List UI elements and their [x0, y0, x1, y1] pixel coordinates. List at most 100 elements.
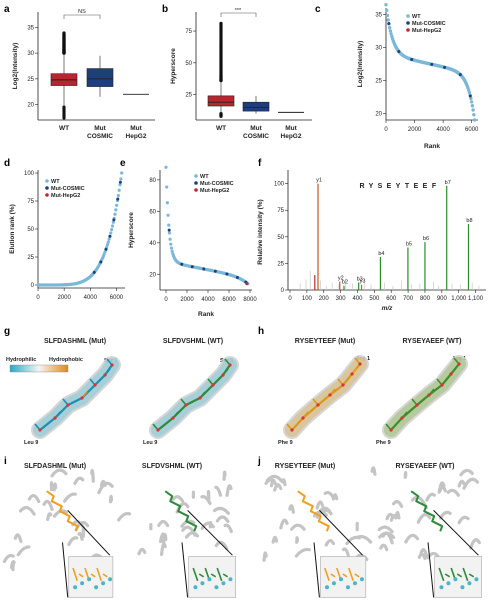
- inset-peptide: [438, 567, 445, 582]
- panel-label-d: d: [4, 158, 10, 169]
- inset-peptide: [90, 573, 96, 578]
- atom: [358, 362, 362, 366]
- panel-label-b: b: [162, 4, 168, 15]
- f-xtick-label: 100: [302, 296, 313, 302]
- protein-cartoon-strand: [262, 551, 268, 562]
- d-data-point-cosmic: [104, 247, 108, 251]
- protein-cartoon-strand: [212, 506, 230, 515]
- e-legend-label: WT: [200, 174, 209, 180]
- protein-cartoon-strand: [370, 466, 377, 476]
- d-ylabel: Elution rank (%): [9, 204, 16, 253]
- c-data-point: [385, 8, 389, 13]
- protein-cartoon-strand: [290, 523, 306, 531]
- d-legend-label: Mut-COSMIC: [51, 186, 85, 192]
- inset-peptide: [456, 573, 463, 578]
- d-ytick-label: 100: [24, 171, 35, 177]
- inset-atom: [324, 585, 329, 590]
- inset-peptide: [78, 573, 84, 578]
- inset-atom: [214, 585, 219, 590]
- protein-cartoon-strand: [324, 539, 336, 547]
- protein-cartoon-strand: [42, 499, 54, 511]
- protein-cartoon-strand: [223, 523, 233, 534]
- inset-atom: [101, 581, 106, 586]
- inset-atom: [200, 581, 205, 586]
- f-ion-label: y3: [360, 279, 366, 285]
- protein-cartoon-strand: [46, 512, 53, 522]
- b-ylabel: Hyperscore: [170, 48, 177, 84]
- atom: [103, 373, 107, 377]
- a-category-label: WT: [59, 125, 69, 132]
- d-xtick-label: 0: [36, 295, 40, 301]
- f-xtick-label: 0: [288, 296, 292, 302]
- e-legend-label: Mut-COSMIC: [200, 181, 234, 187]
- g-res-bottom-wt: Leu 9: [143, 440, 157, 446]
- zoom-line: [313, 542, 320, 598]
- protein-cartoon-strand: [462, 477, 480, 490]
- j-title-wt: RYSEYAEEF (WT): [396, 463, 455, 470]
- inset-atom: [352, 581, 357, 586]
- h-res-bottom-wt: Phe 9: [376, 440, 391, 446]
- atom: [53, 416, 57, 420]
- f-xtick-label: 1,100: [468, 296, 484, 302]
- atom: [328, 393, 332, 397]
- d-data-point: [115, 203, 119, 207]
- c-ytick-label: 30: [375, 46, 382, 52]
- protein-cartoon-strand: [315, 500, 325, 510]
- d-data-point: [118, 183, 122, 187]
- panel-d: Elution rank (%) 0 25 50 75 100 0 2000 4000 6000…: [9, 170, 125, 301]
- f-xtick-label: 400: [352, 296, 363, 302]
- e-ytick-label: 20: [149, 272, 156, 278]
- protein-cartoon-strand: [117, 511, 132, 522]
- c-ytick-label: 35: [375, 13, 382, 19]
- atom: [427, 393, 431, 397]
- f-ytick-label: 75: [277, 208, 284, 214]
- d-data-point: [110, 227, 114, 232]
- zoom-line: [67, 510, 111, 556]
- inset-peptide: [210, 573, 217, 578]
- e-data-point: [165, 201, 169, 205]
- b-ytick-label: 75: [185, 29, 192, 35]
- d-data-point-cosmic: [99, 260, 103, 264]
- e-legend-marker: [194, 188, 198, 192]
- a-category-label: Mut: [94, 125, 106, 132]
- zoom-line: [427, 542, 435, 598]
- f-seq-residue: E: [414, 183, 419, 190]
- f-xtick-label: 1,000: [451, 296, 467, 302]
- c-legend-marker: [406, 14, 410, 18]
- b-category-label: Mut: [250, 125, 262, 132]
- protein-cartoon-strand: [419, 548, 429, 559]
- c-xtick-label: 6000: [465, 127, 479, 133]
- f-seq-residue: F: [432, 183, 437, 190]
- f-xtick-label: 800: [420, 296, 431, 302]
- d-data-point: [119, 177, 123, 181]
- inset-peptide: [324, 567, 330, 582]
- e-data-point-cosmic: [180, 262, 184, 266]
- i-title-mut: SLFDASHML (Mut): [24, 463, 86, 470]
- protein-cartoon-strand: [90, 468, 95, 483]
- d-xtick-label: 6000: [110, 295, 124, 301]
- bound-peptide: [297, 490, 330, 532]
- protein-cartoon-strand: [222, 470, 227, 481]
- protein-cartoon-strand: [469, 538, 481, 550]
- f-ytick-label: 50: [277, 235, 284, 241]
- b-category-label: Mut: [285, 125, 297, 132]
- protein-cartoon-strand: [159, 542, 167, 556]
- c-data-point-cosmic: [443, 65, 447, 69]
- protein-cartoon-strand: [2, 553, 15, 564]
- g-res-bottom-mut: Leu 9: [24, 440, 38, 446]
- panel-label-c: c: [315, 4, 321, 15]
- protein-cartoon-strand: [459, 468, 474, 477]
- protein-cartoon-strand: [264, 478, 279, 488]
- g-title-mut: SLFDASHML (Mut): [44, 338, 106, 345]
- e-data-point: [164, 165, 168, 169]
- inset-peptide: [342, 573, 348, 578]
- e-data-point: [167, 231, 172, 235]
- inset-peptide: [444, 573, 451, 578]
- protein-cartoon-strand: [200, 521, 215, 530]
- protein-cartoon-strand: [288, 504, 295, 514]
- protein-cartoon-strand: [417, 552, 427, 560]
- protein-cartoon-strand: [457, 515, 470, 525]
- inset-peptide: [354, 573, 360, 578]
- c-data-point: [469, 100, 474, 104]
- c-data-point: [385, 13, 390, 18]
